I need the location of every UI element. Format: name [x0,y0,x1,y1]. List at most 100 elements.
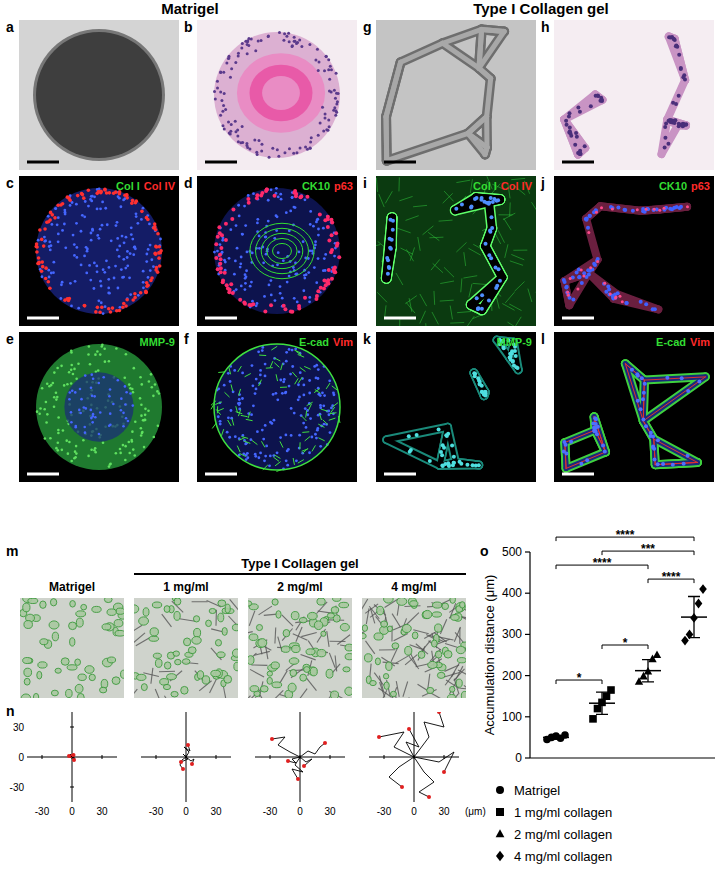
cell [293,36,296,39]
cell [265,187,269,191]
cell [121,276,124,279]
cell [75,659,81,665]
scale-bar [27,161,59,164]
fiber [376,326,379,327]
fiber [504,218,511,230]
cell [108,395,111,398]
cell [129,252,132,255]
fiber [456,180,470,182]
fiber [439,220,453,221]
cell [284,391,287,394]
cell [116,221,119,224]
nucleus [677,122,681,126]
membrane [216,409,221,414]
nucleus [596,260,599,263]
cell [90,373,93,376]
stain: Col I [473,180,497,192]
cell [288,348,291,351]
nucleus [445,434,449,438]
cell [68,371,71,374]
cell [334,97,337,100]
tube [386,248,391,278]
cell [309,147,312,150]
tube-wall [594,417,605,452]
cell [256,222,259,225]
cell [303,274,306,277]
tube-wall [643,377,705,421]
cell [330,407,333,410]
cell [48,240,51,243]
fiber [509,202,511,216]
cell [109,388,112,391]
cell [193,616,199,622]
nucleus [476,306,480,310]
tube [381,117,392,161]
cell [137,294,140,297]
tube [565,430,595,442]
cell [286,450,289,453]
cell [48,286,52,290]
nucleus [516,366,520,370]
cell [267,34,270,37]
tube [443,43,479,68]
cell [254,49,257,52]
nucleus [625,301,629,305]
nucleus [641,417,645,421]
nucleus [609,293,612,296]
cell [70,411,73,414]
cell [142,281,145,284]
cell [80,230,83,233]
cell [122,444,125,447]
cell [90,232,93,235]
cell [302,422,305,425]
nucleus [475,296,479,300]
tube [401,43,443,62]
cell [316,427,319,430]
cell [142,270,145,273]
nucleus [498,279,502,283]
cell [121,670,124,678]
cell [67,452,70,455]
cell [240,47,243,50]
cell [247,201,251,205]
cell [263,309,267,313]
cell [157,251,161,255]
cell [293,206,296,209]
cell [129,392,132,395]
nucleus [578,152,582,156]
nucleus [514,354,518,358]
cell [125,298,129,302]
cell [237,204,240,207]
cell [279,285,282,288]
nucleus [565,451,569,455]
cell [156,390,159,393]
fiber [406,216,419,221]
cell [61,449,64,452]
cell [40,238,44,242]
nucleus [679,67,683,71]
cell [284,391,287,394]
nucleus [592,426,596,430]
cell [119,448,122,451]
micrograph [19,176,179,326]
fiber [151,668,153,684]
stain: MMP-9 [140,336,175,348]
cell [147,409,150,412]
fiber [509,304,521,311]
cell [54,207,57,210]
fiber [405,296,416,304]
nucleus [652,447,656,451]
cell [241,125,244,128]
cell [252,192,255,195]
cell [66,689,73,697]
cell [142,207,145,210]
cell [33,693,38,698]
cell [222,71,225,74]
nucleus [390,238,394,242]
cell [251,302,255,306]
cell [305,426,308,429]
vimentin [643,377,705,421]
cell [308,300,311,303]
cell [285,360,288,363]
cell [337,92,340,95]
